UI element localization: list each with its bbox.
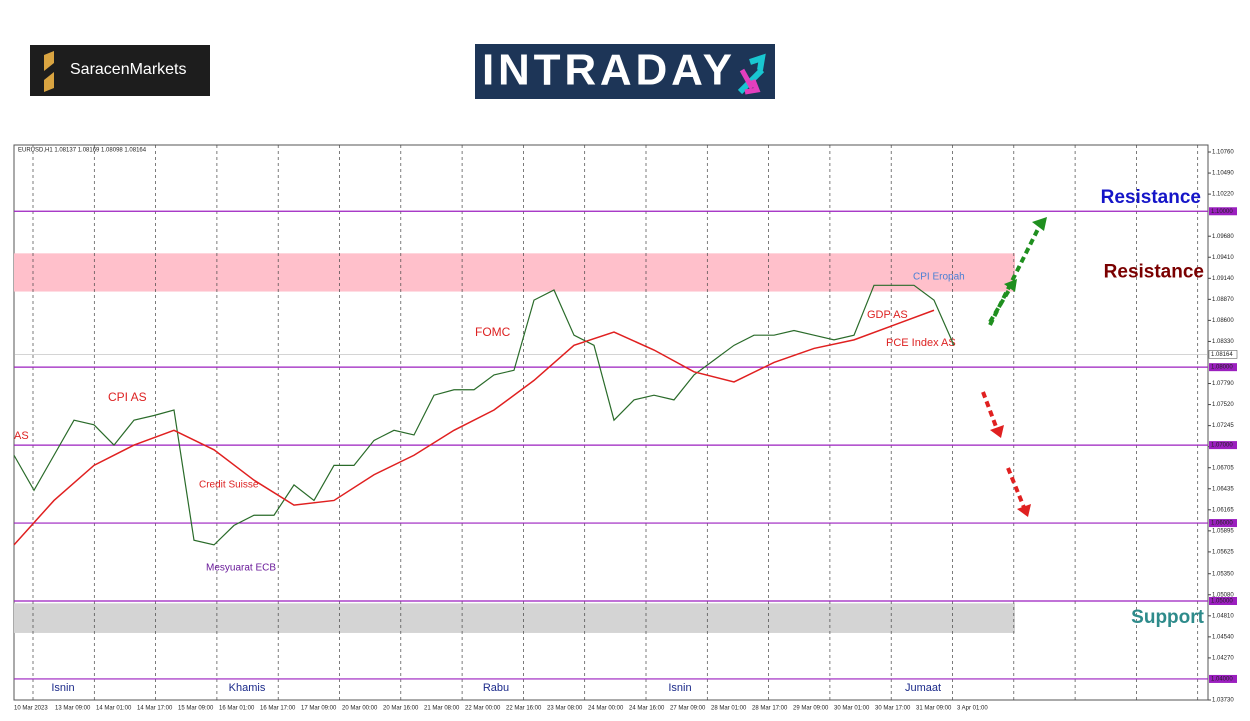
brand-name: SaracenMarkets xyxy=(70,61,187,78)
brand-icon xyxy=(44,51,54,92)
y-tick-label: 1.06165 xyxy=(1212,507,1234,513)
x-tick-label: 31 Mar 09:00 xyxy=(916,706,952,712)
zone-label: Support xyxy=(1131,607,1204,628)
y-tick-label: 1.09410 xyxy=(1212,255,1234,261)
y-tick-label: 1.06705 xyxy=(1212,465,1234,471)
resistance-label: Resistance xyxy=(1101,187,1201,208)
x-tick-label: 30 Mar 01:00 xyxy=(834,706,870,712)
day-label: Khamis xyxy=(229,682,266,694)
level-tag xyxy=(1209,441,1237,450)
annotation: PCE Index AS xyxy=(886,337,956,349)
day-label: Isnin xyxy=(51,682,74,694)
x-tick-label: 27 Mar 09:00 xyxy=(670,706,706,712)
x-tick-label: 17 Mar 09:00 xyxy=(301,706,337,712)
x-tick-label: 22 Mar 00:00 xyxy=(465,706,501,712)
y-tick-label: 1.05625 xyxy=(1212,549,1234,555)
y-tick-label: 1.07790 xyxy=(1212,381,1234,387)
level-tag xyxy=(1209,363,1237,372)
y-tick-label: 1.07245 xyxy=(1212,423,1234,429)
x-tick-label: 30 Mar 17:00 xyxy=(875,706,911,712)
x-tick-label: 21 Mar 08:00 xyxy=(424,706,460,712)
x-tick-label: 16 Mar 17:00 xyxy=(260,706,296,712)
annotation: CPI AS xyxy=(108,390,147,404)
y-tick-label: 1.08870 xyxy=(1212,297,1234,303)
annotation: Mesyuarat ECB xyxy=(206,563,276,574)
y-tick-label: 1.09140 xyxy=(1212,276,1234,282)
zone xyxy=(14,603,1015,633)
annotation: Credit Suisse xyxy=(199,480,259,491)
intraday-logo xyxy=(475,44,775,99)
x-tick-label: 24 Mar 00:00 xyxy=(588,706,624,712)
y-tick-label: 1.09680 xyxy=(1212,234,1234,240)
y-tick-label: 1.04810 xyxy=(1212,613,1234,619)
x-tick-label: 22 Mar 16:00 xyxy=(506,706,542,712)
x-tick-label: 15 Mar 09:00 xyxy=(178,706,214,712)
x-tick-label: 10 Mar 2023 xyxy=(14,706,48,712)
level-label: 1.06000 xyxy=(1211,521,1233,527)
level-label: 1.04000 xyxy=(1211,677,1233,683)
zone xyxy=(14,253,1015,292)
annotation: AS xyxy=(14,430,29,442)
logo-text: INTRADAY xyxy=(482,46,732,95)
current-tag xyxy=(1208,350,1238,359)
x-tick-label: 3 Apr 01:00 xyxy=(957,706,988,712)
y-tick-label: 1.08600 xyxy=(1212,318,1234,324)
x-tick-label: 28 Mar 17:00 xyxy=(752,706,788,712)
y-tick-label: 1.05080 xyxy=(1212,592,1234,598)
x-tick-label: 20 Mar 16:00 xyxy=(383,706,419,712)
y-tick-label: 1.10760 xyxy=(1212,150,1234,156)
series-line xyxy=(13,284,955,546)
x-tick-label: 23 Mar 08:00 xyxy=(547,706,583,712)
level-label: 1.05000 xyxy=(1211,599,1233,605)
level-tag xyxy=(1209,207,1237,216)
brand-logo xyxy=(30,45,210,96)
x-tick-label: 20 Mar 00:00 xyxy=(342,706,378,712)
plot-frame xyxy=(13,144,1209,701)
x-tick-label: 14 Mar 17:00 xyxy=(137,706,173,712)
y-tick-label: 1.08330 xyxy=(1212,339,1234,345)
level-label: 1.08000 xyxy=(1211,365,1233,371)
x-tick-label: 14 Mar 01:00 xyxy=(96,706,132,712)
y-tick-label: 1.05350 xyxy=(1212,571,1234,577)
y-tick-label: 1.03730 xyxy=(1212,698,1234,704)
y-tick-label: 1.05895 xyxy=(1212,528,1234,534)
x-tick-label: 24 Mar 16:00 xyxy=(629,706,665,712)
y-tick-label: 1.10220 xyxy=(1212,192,1234,198)
y-tick-label: 1.04540 xyxy=(1212,634,1234,640)
x-tick-label: 16 Mar 01:00 xyxy=(219,706,255,712)
y-tick-label: 1.10490 xyxy=(1212,171,1234,177)
zone-label: Resistance xyxy=(1104,261,1204,282)
y-tick-label: 1.07520 xyxy=(1212,402,1234,408)
x-tick-label: 28 Mar 01:00 xyxy=(711,706,747,712)
annotation: GDP AS xyxy=(867,309,908,321)
y-tick-label: 1.06435 xyxy=(1212,486,1234,492)
level-tag xyxy=(1209,597,1237,606)
current-label: 1.08164 xyxy=(1211,352,1233,358)
series-line xyxy=(13,309,935,546)
annotation: CPI Eropah xyxy=(913,272,965,283)
level-tag xyxy=(1209,674,1237,683)
level-label: 1.10000 xyxy=(1211,209,1233,215)
annotation: FOMC xyxy=(475,325,511,339)
day-label: Isnin xyxy=(668,682,691,694)
day-label: Jumaat xyxy=(905,682,941,694)
logo-arrow xyxy=(739,68,761,95)
level-label: 1.07000 xyxy=(1211,443,1233,449)
y-tick-label: 1.04270 xyxy=(1212,655,1234,661)
x-tick-label: 29 Mar 09:00 xyxy=(793,706,829,712)
arrows xyxy=(981,217,1047,517)
day-label: Rabu xyxy=(483,682,509,694)
level-tag xyxy=(1209,519,1237,528)
header: EURUSD,H1 1.08137 1.08169 1.08098 1.0816… xyxy=(18,148,147,154)
x-tick-label: 13 Mar 09:00 xyxy=(55,706,91,712)
